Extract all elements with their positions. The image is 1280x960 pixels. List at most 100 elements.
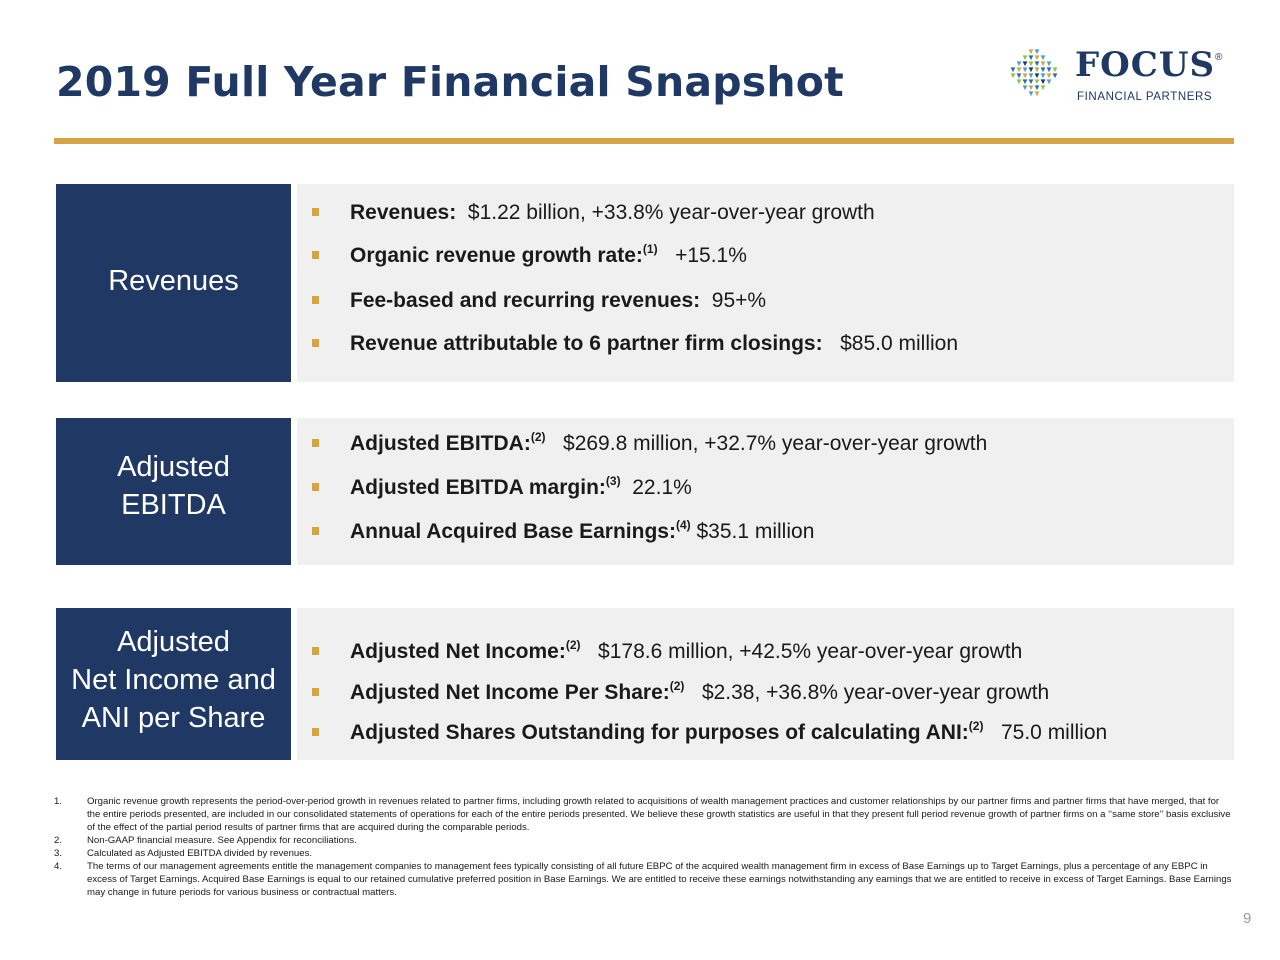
footnote-item: 2. Non-GAAP financial measure. See Appen… (54, 834, 1234, 847)
logo-facet (1039, 60, 1047, 68)
adjusted-ebitda-label-box: Adjusted EBITDA (56, 418, 291, 565)
bullet-square-icon (312, 208, 319, 216)
footnote-ref: (2) (565, 638, 581, 652)
page-title: 2019 Full Year Financial Snapshot (56, 58, 844, 106)
footnote-number: 1. (54, 796, 63, 807)
footnote-text: Non-GAAP financial measure. See Appendix… (87, 835, 357, 846)
logo-facet (1033, 90, 1041, 98)
bullet-label: Adjusted Net Income Per Share: (350, 681, 670, 704)
logo-facet (1045, 66, 1053, 74)
logo-facet (1039, 84, 1047, 92)
logo-facet (1015, 66, 1023, 74)
logo-facet (1027, 48, 1035, 56)
footnote-number: 4. (54, 861, 63, 872)
title-divider (54, 138, 1234, 144)
bullet-value: $2.38, +36.8% year-over-year growth (701, 681, 1050, 704)
section-label-line: ANI per Share (81, 702, 266, 734)
bullet-value: 22.1% (632, 476, 692, 499)
logo-facet (1027, 66, 1035, 74)
logo-facet (1015, 60, 1023, 68)
bullet-square-icon (312, 439, 319, 447)
logo-facet (1027, 54, 1035, 62)
footnote-ref: (1) (642, 242, 658, 256)
section-label-line: Net Income and (71, 664, 276, 696)
logo-facet (1021, 66, 1029, 74)
logo-facet (1039, 72, 1047, 80)
bullet-square-icon (312, 688, 319, 696)
logo-facet (1021, 60, 1029, 68)
adjusted-net-income-content-panel: Adjusted Net Income:(2) $178.6 million, … (297, 608, 1234, 760)
bullet-value: $35.1 million (696, 520, 815, 543)
bullet-square-icon (312, 251, 319, 259)
footnote-number: 3. (54, 848, 63, 859)
logo-facet (1033, 54, 1041, 62)
logo-facet (1027, 90, 1035, 98)
footnote-item: 1. Organic revenue growth represents the… (54, 795, 1234, 834)
logo-facet (1045, 72, 1053, 80)
logo-facet (1039, 54, 1047, 62)
logo-facet (1033, 66, 1041, 74)
section-label-line: Adjusted (117, 450, 230, 483)
page-number: 9 (1243, 910, 1252, 927)
footnote-text: Organic revenue growth represents the pe… (87, 796, 1231, 833)
logo-facet (1027, 84, 1035, 92)
bullet-value: 75.0 million (1000, 721, 1108, 744)
footnote-ref: (3) (605, 474, 621, 488)
footnotes: 1. Organic revenue growth represents the… (54, 795, 1234, 899)
logo-subtitle: FINANCIAL PARTNERS (1077, 91, 1213, 103)
revenues-content-panel: Revenues: $1.22 billion, +33.8% year-ove… (297, 184, 1234, 382)
focus-diamond-icon (1009, 48, 1059, 98)
logo-facet (1021, 72, 1029, 80)
footnote-text: The terms of our management agreements e… (87, 861, 1232, 898)
logo-facet (1027, 72, 1035, 80)
bullet-square-icon (312, 647, 319, 655)
logo-facet (1033, 48, 1041, 56)
footnote-ref: (2) (669, 679, 685, 693)
company-logo: FOCUS ® FINANCIAL PARTNERS (1003, 40, 1228, 106)
logo-facet (1015, 78, 1023, 86)
bullet-label: Fee-based and recurring revenues: (350, 289, 701, 312)
bullet-label: Revenues: (350, 201, 457, 224)
bullet-square-icon (312, 296, 319, 304)
section-label-line: Revenues (108, 265, 239, 297)
bullet-label: Revenue attributable to 6 partner firm c… (350, 332, 823, 355)
bullet-label: Adjusted Net Income: (350, 640, 566, 663)
bullet-value: $269.8 million, +32.7% year-over-year gr… (563, 432, 988, 455)
logo-facet (1021, 84, 1029, 92)
footnote-item: 3. Calculated as Adjusted EBITDA divided… (54, 847, 1234, 860)
bullet-value: 95+% (711, 289, 767, 312)
logo-facet (1039, 66, 1047, 74)
bullet-label: Adjusted EBITDA margin: (350, 476, 606, 499)
footnote-ref: (4) (675, 518, 691, 532)
bullet-label: Adjusted Shares Outstanding for purposes… (350, 721, 969, 744)
adjusted-ebitda-content-panel: Adjusted EBITDA:(2) $269.8 million, +32.… (297, 418, 1234, 565)
footnote-number: 2. (54, 835, 63, 846)
logo-facet (1033, 78, 1041, 86)
logo-facet (1021, 54, 1029, 62)
bullet-value: $1.22 billion, +33.8% year-over-year gro… (467, 201, 875, 224)
bullet-label: Adjusted EBITDA: (350, 432, 531, 455)
logo-facet (1021, 78, 1029, 86)
logo-facet (1045, 60, 1053, 68)
section-label-line: EBITDA (121, 488, 226, 521)
adjusted-net-income-label-box: Adjusted Net Income and ANI per Share (56, 608, 291, 760)
bullet-value: $85.0 million (840, 332, 959, 355)
logo-facet (1039, 78, 1047, 86)
logo-facet (1033, 84, 1041, 92)
logo-facet (1051, 66, 1059, 74)
section-label-line: Adjusted (117, 626, 230, 658)
bullet-square-icon (312, 527, 319, 535)
bullet-value: $178.6 million, +42.5% year-over-year gr… (598, 640, 1023, 663)
logo-facet (1015, 72, 1023, 80)
footnote-ref: (2) (530, 430, 546, 444)
bullet-square-icon (312, 339, 319, 347)
bullet-square-icon (312, 483, 319, 491)
logo-facet (1051, 72, 1059, 80)
logo-facet (1009, 72, 1017, 80)
logo-facet (1009, 66, 1017, 74)
logo-wordmark: FOCUS (1075, 45, 1216, 85)
bullet-label: Organic revenue growth rate: (350, 244, 643, 267)
logo-facet (1033, 72, 1041, 80)
logo-facet (1027, 60, 1035, 68)
bullet-square-icon (312, 728, 319, 736)
